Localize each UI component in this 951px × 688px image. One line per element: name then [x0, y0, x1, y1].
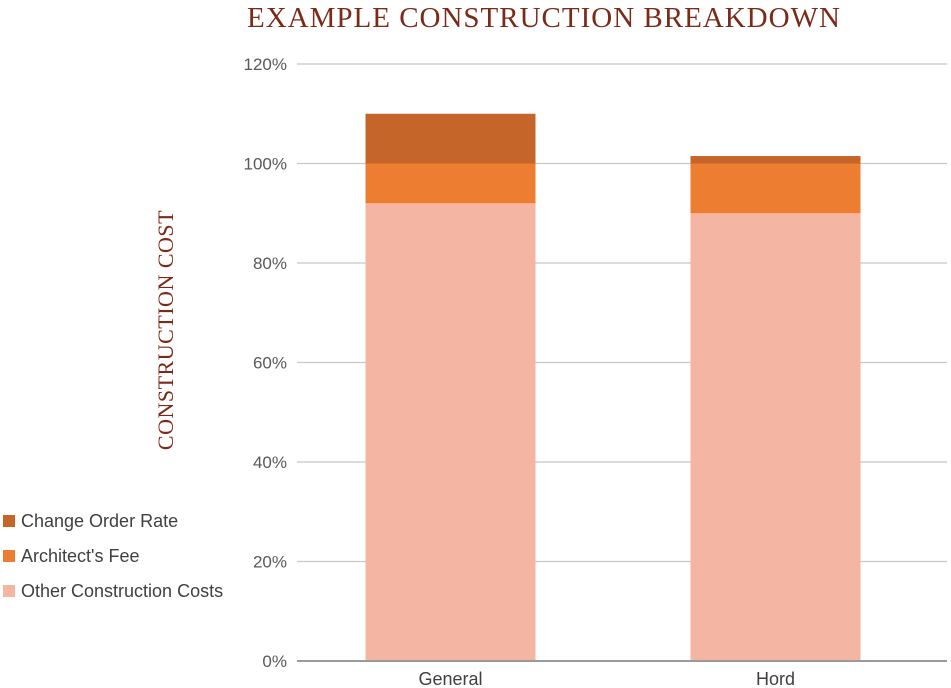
bar-segment — [690, 163, 861, 214]
y-tick-label: 20% — [253, 553, 287, 572]
legend-label: Architect's Fee — [21, 546, 140, 566]
legend-swatch — [3, 515, 15, 527]
x-tick-label: Hord — [756, 669, 795, 688]
x-tick-label: General — [418, 669, 482, 688]
y-tick-label: 100% — [244, 155, 287, 174]
y-tick-label: 120% — [244, 55, 287, 74]
legend-swatch — [3, 585, 15, 597]
bar-segment — [365, 203, 536, 662]
legend-label: Other Construction Costs — [21, 581, 224, 601]
legend-item: Architect's Fee — [3, 545, 233, 568]
legend-item: Other Construction Costs — [3, 580, 233, 603]
legend: Change Order Rate Architect's Fee Other Co… — [3, 510, 233, 615]
bar-segment — [365, 163, 536, 204]
y-tick-label: 40% — [253, 453, 287, 472]
bar-segment — [365, 113, 536, 164]
chart-title: EXAMPLE CONSTRUCTION BREAKDOWN — [247, 2, 841, 34]
legend-swatch — [3, 550, 15, 562]
legend-label: Change Order Rate — [21, 511, 179, 531]
bar-segment — [690, 156, 861, 164]
y-tick-label: 0% — [262, 652, 287, 671]
y-tick-label: 60% — [253, 354, 287, 373]
legend-item: Change Order Rate — [3, 510, 233, 533]
y-tick-label: 80% — [253, 254, 287, 273]
bar-segment — [690, 213, 861, 661]
